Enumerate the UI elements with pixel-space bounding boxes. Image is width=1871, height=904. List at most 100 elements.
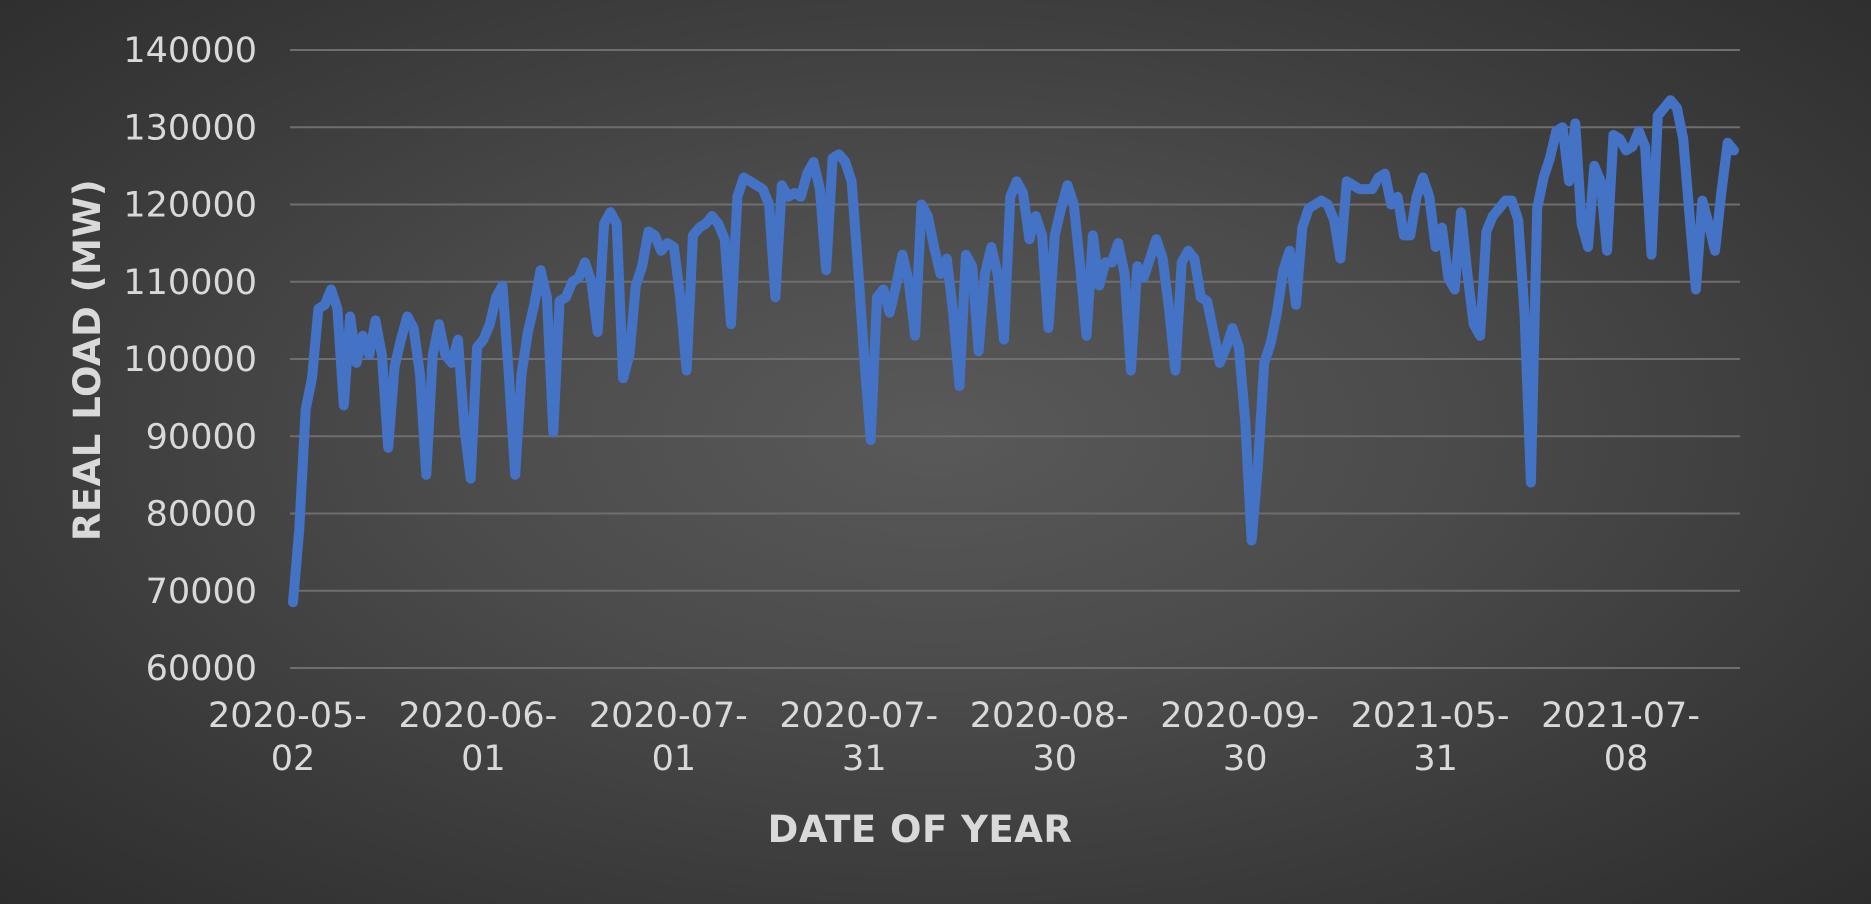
x-tick-label-day: 30 <box>1223 739 1268 779</box>
data-point <box>1699 197 1706 204</box>
data-point <box>1566 178 1572 185</box>
data-point <box>937 271 944 277</box>
data-point <box>702 220 709 227</box>
data-point <box>309 375 315 382</box>
data-point <box>347 313 354 320</box>
data-point <box>1623 147 1630 154</box>
data-point <box>1153 236 1160 243</box>
data-point <box>423 471 430 478</box>
data-point <box>512 471 519 478</box>
data-point <box>1680 135 1687 142</box>
data-point <box>1381 170 1388 177</box>
data-point <box>1540 174 1547 181</box>
data-point <box>683 367 690 374</box>
data-point <box>797 193 804 200</box>
data-point <box>366 352 373 359</box>
data-point <box>645 228 652 235</box>
x-tick-label-day: 01 <box>461 739 506 779</box>
data-point <box>1419 174 1426 181</box>
data-point <box>1673 104 1680 111</box>
data-point <box>1502 197 1509 204</box>
data-point <box>1102 259 1109 266</box>
data-point <box>905 278 912 285</box>
data-point <box>1559 124 1566 131</box>
data-point <box>747 178 754 185</box>
y-axis-title: REAL LOAD (MW) <box>66 179 109 541</box>
data-point <box>467 475 474 482</box>
x-tick-label: 2020-07- <box>779 696 938 736</box>
data-point <box>1692 286 1699 293</box>
data-point <box>1324 201 1331 208</box>
x-axis-title: DATE OF YEAR <box>768 808 1073 851</box>
data-point <box>531 301 538 308</box>
data-point <box>1343 178 1350 185</box>
data-point <box>372 317 379 324</box>
data-point <box>575 274 582 281</box>
data-point <box>975 348 982 355</box>
data-point <box>835 151 842 158</box>
data-point <box>861 356 868 362</box>
data-point <box>1185 247 1192 254</box>
data-point <box>486 321 493 328</box>
data-point <box>1127 367 1134 374</box>
data-point <box>385 444 392 451</box>
data-point <box>1705 220 1712 227</box>
data-point <box>709 213 715 220</box>
data-point <box>1070 201 1077 208</box>
data-point <box>499 282 506 289</box>
data-point <box>1394 193 1401 200</box>
data-point <box>1108 259 1115 266</box>
data-point <box>1451 286 1458 293</box>
data-point <box>842 159 849 165</box>
data-point <box>607 209 614 216</box>
data-point <box>1635 128 1642 135</box>
data-point <box>1597 178 1604 185</box>
data-point <box>1642 143 1649 150</box>
data-point <box>391 363 398 370</box>
y-tick-label: 120000 <box>123 186 257 226</box>
data-point <box>1083 332 1090 339</box>
data-point <box>505 371 512 378</box>
y-tick-label: 140000 <box>123 31 257 71</box>
data-point <box>810 159 817 165</box>
x-tick-label-day: 30 <box>1032 739 1077 779</box>
data-point <box>1235 344 1242 351</box>
data-point <box>759 186 766 193</box>
x-tick-label-day: 02 <box>271 739 316 779</box>
data-point <box>1432 244 1439 250</box>
data-point <box>302 406 309 413</box>
data-point <box>778 182 785 189</box>
data-point <box>848 178 855 185</box>
data-point <box>1064 182 1071 189</box>
data-point <box>397 336 404 343</box>
data-point <box>1267 340 1274 347</box>
data-point <box>867 437 874 444</box>
data-point <box>994 271 1001 277</box>
data-point <box>461 425 468 432</box>
data-point <box>340 402 347 409</box>
data-point <box>1661 104 1668 111</box>
data-point <box>1204 298 1211 305</box>
data-point <box>334 305 341 312</box>
x-tick-label: 2020-09- <box>1160 696 1319 736</box>
data-point <box>1591 162 1598 169</box>
x-tick-label: 2020-07- <box>589 696 748 736</box>
data-point <box>1007 193 1014 200</box>
data-point <box>290 599 296 606</box>
data-point <box>1172 367 1179 374</box>
x-axis-tick-labels: 2020-05-022020-06-012020-07-012020-07-31… <box>208 696 1700 779</box>
data-point <box>721 236 728 243</box>
data-point <box>931 244 938 250</box>
data-point <box>378 352 385 359</box>
data-point <box>855 263 861 270</box>
data-point <box>1515 216 1522 223</box>
data-point <box>785 193 792 200</box>
y-axis-tick-labels: 60000 70000 80000 90000 100000 110000 120000 13… <box>123 31 257 689</box>
data-point <box>689 232 696 239</box>
data-point <box>1610 132 1617 138</box>
data-point <box>594 329 601 335</box>
data-point <box>1667 97 1674 104</box>
data-point <box>1248 537 1255 544</box>
data-point <box>1254 464 1261 471</box>
data-point <box>988 244 995 250</box>
